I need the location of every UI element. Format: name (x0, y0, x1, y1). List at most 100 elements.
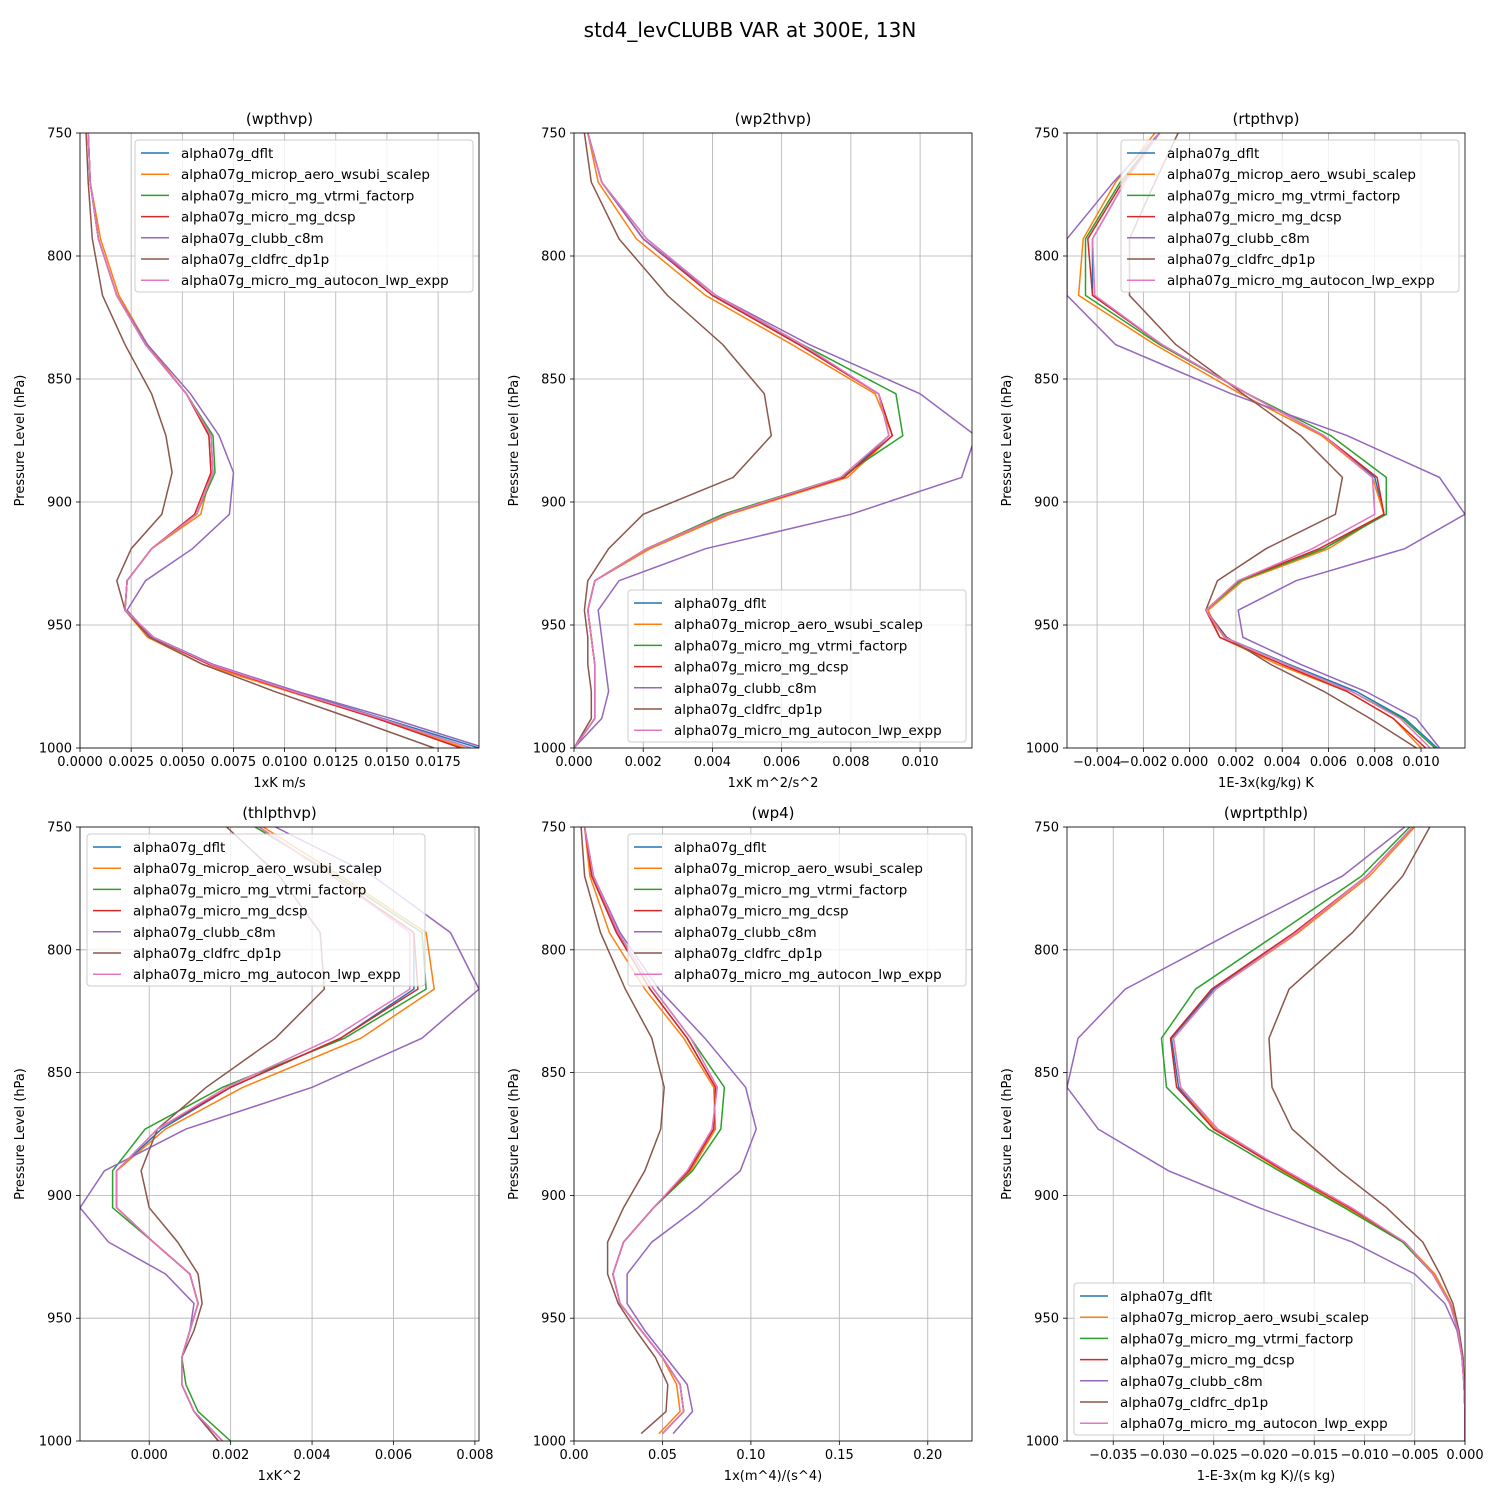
x-tick-label: 0.010 (901, 755, 938, 770)
legend-entry: alpha07g_dflt (133, 840, 225, 856)
x-tick-label: 0.004 (293, 1448, 330, 1463)
legend-entry: alpha07g_micro_mg_dcsp (1120, 1353, 1295, 1369)
x-tick-label: 0.0075 (211, 755, 257, 770)
legend: alpha07g_dflt alpha07g_microp_aero_wsubi_… (1073, 1282, 1413, 1436)
subplot-6: −0.035 −0.030 −0.025 −0.020 −0.015 −0.010 −0.0… (1000, 804, 1484, 1484)
legend-entry: alpha07g_microp_aero_wsubi_scalep (674, 617, 923, 633)
x-tick-label: 0.000 (1446, 1448, 1483, 1463)
y-tick-label: 800 (47, 250, 72, 265)
ticks: −0.004−0.002 0.000 0.002 0.004 0.006 0.008 0.0… (1026, 127, 1440, 771)
x-axis-label: 1E-3x(kg/kg) K (1218, 776, 1314, 791)
x-tick-label: −0.004 (1073, 755, 1121, 770)
subplot-title: (wprtpthlp) (1224, 804, 1308, 822)
axes-frame (573, 132, 973, 749)
x-tick-label: 0.0025 (108, 755, 154, 770)
y-tick-label: 900 (47, 1189, 72, 1204)
legend-entry: alpha07g_clubb_c8m (133, 925, 276, 941)
x-tick-label: 0.10 (736, 1448, 765, 1463)
legend: alpha07g_dflt alpha07g_microp_aero_wsubi_… (1120, 139, 1460, 293)
legend-box (627, 589, 967, 743)
x-tick-label: −0.015 (1290, 1448, 1338, 1463)
y-tick-label: 750 (47, 821, 72, 836)
x-tick-label: 0.0175 (415, 755, 461, 770)
y-tick-label: 750 (1034, 821, 1059, 836)
y-tick-label: 800 (1034, 250, 1059, 265)
legend-box (1120, 139, 1460, 293)
x-axis-label: 1x(m^4)/(s^4) (724, 1469, 822, 1484)
axes-frame (1066, 132, 1466, 749)
x-tick-label: 0.002 (212, 1448, 249, 1463)
x-tick-label: 0.000 (555, 755, 592, 770)
legend: alpha07g_dflt alpha07g_microp_aero_wsubi_… (627, 833, 967, 987)
legend-entry: alpha07g_micro_mg_autocon_lwp_expp (1120, 1416, 1388, 1432)
x-tick-label: 0.00 (560, 1448, 589, 1463)
subplot-title: (wpthvp) (246, 110, 313, 128)
axes-frame (573, 826, 973, 1442)
y-tick-label: 1000 (39, 1435, 72, 1450)
x-tick-label: 0.000 (131, 1448, 168, 1463)
x-tick-label: 0.000 (1171, 755, 1208, 770)
x-tick-label: 0.0000 (57, 755, 103, 770)
legend-entry: alpha07g_clubb_c8m (674, 925, 817, 941)
subplot-title: (wp2thvp) (735, 110, 812, 128)
series-line (1172, 827, 1465, 1441)
ticks: 0.0000 0.0025 0.0050 0.0075 0.0100 0.0125 0.01… (39, 127, 461, 771)
x-tick-label: −0.002 (1119, 755, 1167, 770)
y-tick-label: 1000 (1026, 742, 1059, 757)
legend-entry: alpha07g_micro_mg_autocon_lwp_expp (1167, 273, 1435, 289)
x-tick-label: 0.006 (375, 1448, 412, 1463)
legend-entry: alpha07g_micro_mg_dcsp (181, 210, 356, 226)
y-tick-label: 900 (1034, 1189, 1059, 1204)
legend-entry: alpha07g_microp_aero_wsubi_scalep (133, 861, 382, 877)
y-tick-label: 950 (47, 619, 72, 634)
legend-entry: alpha07g_micro_mg_dcsp (133, 904, 308, 920)
legend-entry: alpha07g_micro_mg_vtrmi_factorp (181, 188, 414, 204)
x-tick-label: 0.0100 (262, 755, 308, 770)
subplot-3: −0.004−0.002 0.000 0.002 0.004 0.006 0.008 0.0… (1000, 110, 1466, 791)
series-line (85, 133, 435, 748)
legend-box (1073, 1282, 1413, 1436)
y-tick-label: 750 (1034, 127, 1059, 142)
legend-entry: alpha07g_cldfrc_dp1p (1167, 252, 1315, 268)
legend-entry: alpha07g_micro_mg_vtrmi_factorp (674, 638, 907, 654)
y-tick-label: 1000 (533, 1435, 566, 1450)
legend-entry: alpha07g_clubb_c8m (1167, 231, 1310, 247)
legend-entry: alpha07g_micro_mg_dcsp (1167, 210, 1342, 226)
legend-entry: alpha07g_cldfrc_dp1p (181, 252, 329, 268)
x-axis-label: 1-E-3x(m kg K)/(s kg) (1197, 1469, 1335, 1484)
x-tick-label: 0.004 (694, 755, 731, 770)
x-axis-label: 1xK m/s (253, 776, 306, 791)
y-axis-label: Pressure Level (hPa) (13, 375, 28, 507)
x-tick-label: 0.05 (648, 1448, 677, 1463)
y-tick-label: 800 (1034, 943, 1059, 958)
x-tick-label: −0.030 (1139, 1448, 1187, 1463)
y-tick-label: 850 (541, 373, 566, 388)
y-tick-label: 750 (541, 821, 566, 836)
y-tick-label: 900 (541, 1189, 566, 1204)
series-line (87, 133, 472, 748)
x-tick-label: −0.025 (1190, 1448, 1238, 1463)
x-tick-label: 0.002 (1217, 755, 1254, 770)
subplot-title: (thlpthvp) (242, 804, 317, 822)
x-tick-label: −0.035 (1089, 1448, 1137, 1463)
x-tick-label: 0.002 (625, 755, 662, 770)
legend-box (627, 833, 967, 987)
subplots: 0.0000 0.0025 0.0050 0.0075 0.0100 0.0125 0.01… (13, 110, 1484, 1484)
y-tick-label: 950 (541, 1312, 566, 1327)
y-tick-label: 800 (541, 943, 566, 958)
legend-entry: alpha07g_clubb_c8m (674, 681, 817, 697)
axes-frame (79, 826, 480, 1442)
y-tick-label: 1000 (1026, 1435, 1059, 1450)
legend-entry: alpha07g_dflt (1167, 146, 1259, 162)
legend-entry: alpha07g_dflt (674, 840, 766, 856)
legend-entry: alpha07g_dflt (181, 146, 273, 162)
series-lines (1067, 133, 1465, 748)
legend: alpha07g_dflt alpha07g_microp_aero_wsubi_… (627, 589, 967, 743)
legend-entry: alpha07g_micro_mg_vtrmi_factorp (133, 882, 366, 898)
subplot-5: 0.00 0.05 0.10 0.15 0.20 750 800 850 900 950 1000 (… (507, 804, 973, 1484)
y-axis-label: Pressure Level (hPa) (507, 375, 522, 507)
x-tick-label: 0.006 (1310, 755, 1347, 770)
legend-entry: alpha07g_micro_mg_autocon_lwp_expp (674, 723, 942, 739)
y-tick-label: 850 (47, 373, 72, 388)
